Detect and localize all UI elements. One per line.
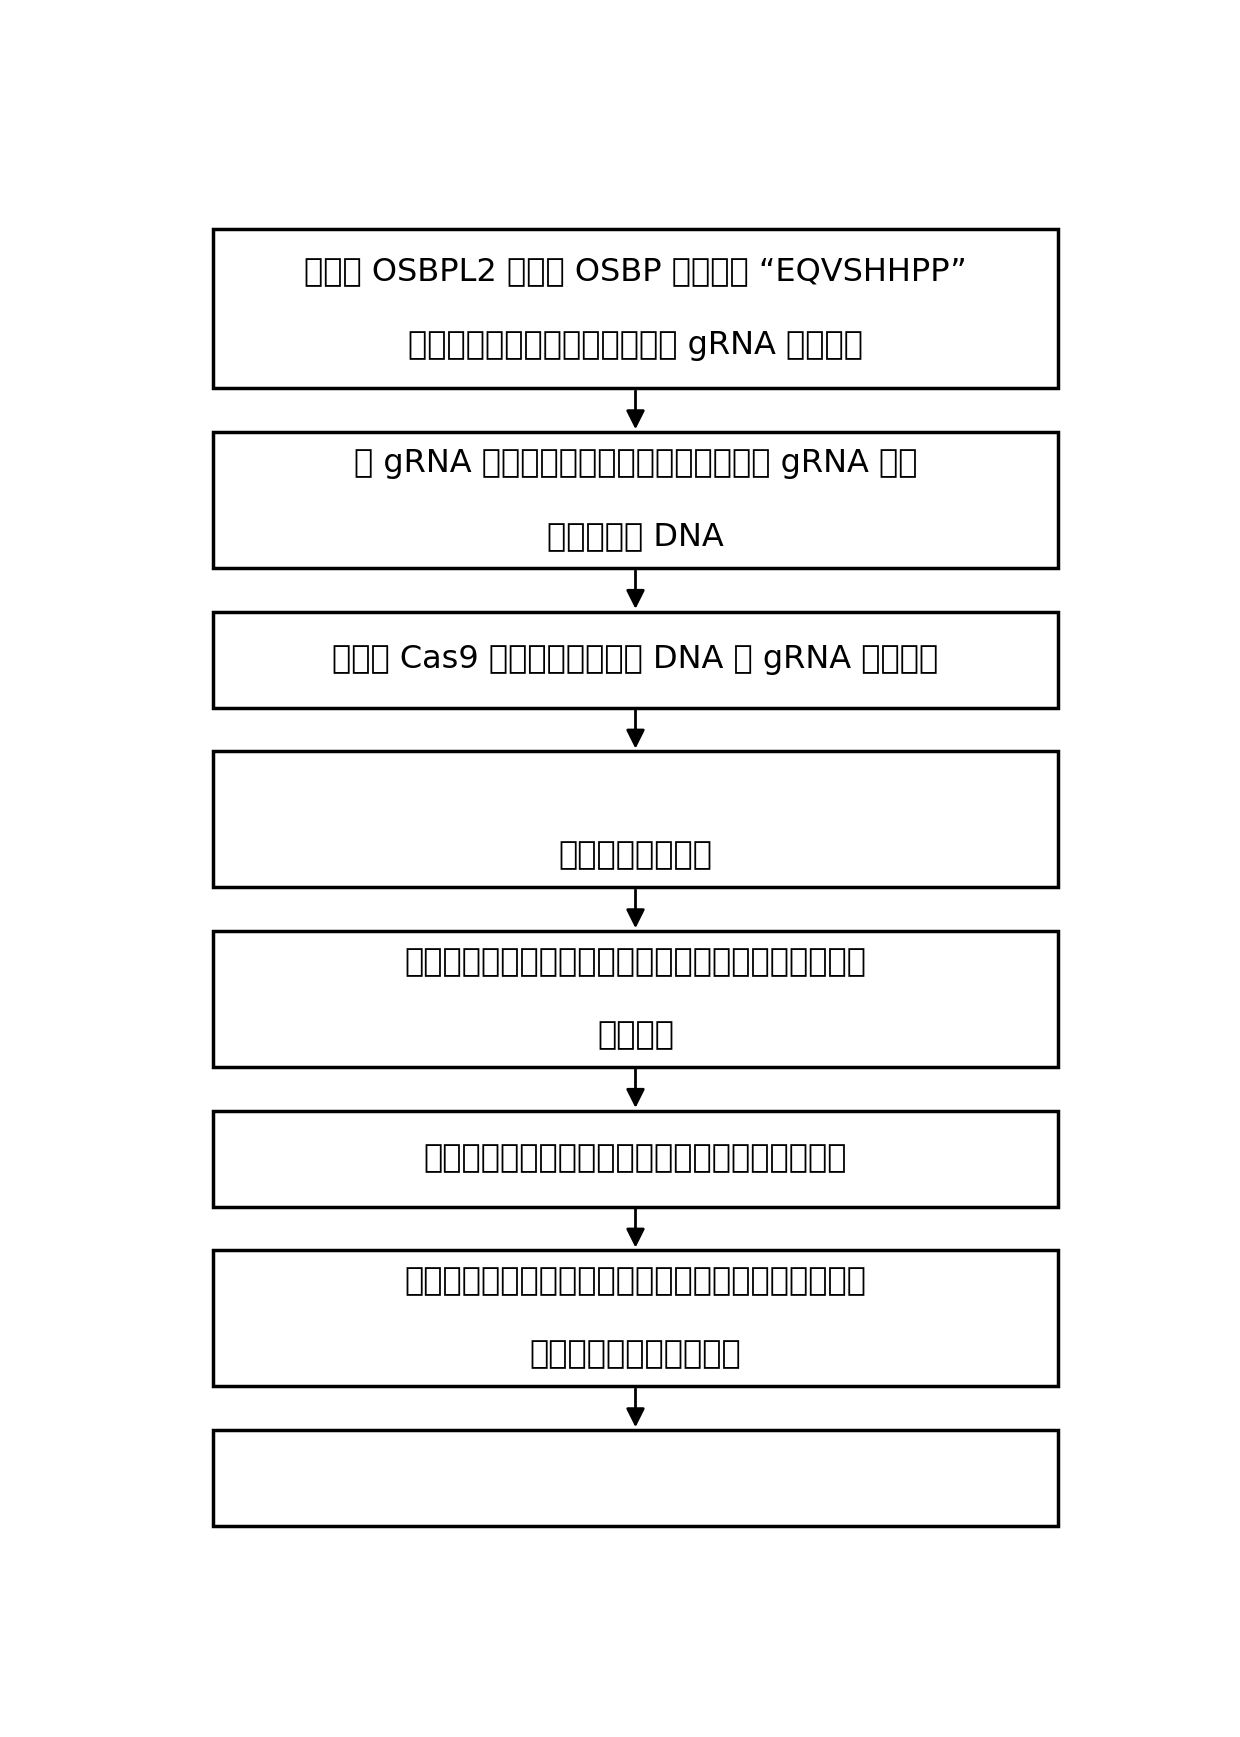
Text: 对重构卵进行细胞融合和激活，获得激活的重构卵: 对重构卵进行细胞融合和激活，获得激活的重构卵: [424, 1143, 847, 1174]
Bar: [213, 1110, 1058, 1207]
Bar: [213, 1430, 1058, 1525]
Text: 成重构卵: 成重构卵: [596, 1020, 675, 1051]
Text: 将激活的重构卵在体外培养至囊胚阶段，再将获得的囊: 将激活的重构卵在体外培养至囊胚阶段，再将获得的囊: [404, 1266, 867, 1298]
Bar: [213, 433, 1058, 568]
Text: 序列的双链 DNA: 序列的双链 DNA: [547, 521, 724, 552]
Text: 对 gRNA 识别序列及其互补序列构建含有该 gRNA 识别: 对 gRNA 识别序列及其互补序列构建含有该 gRNA 识别: [353, 448, 918, 479]
Bar: [213, 1251, 1058, 1386]
Bar: [213, 752, 1058, 888]
Bar: [213, 229, 1058, 387]
Text: 构建含 Cas9 骨架以及上述双链 DNA 的 gRNA 表达载体: 构建含 Cas9 骨架以及上述双链 DNA 的 gRNA 表达载体: [332, 644, 939, 676]
Text: 编码序列及其上游部分序列设计 gRNA 识别序列: 编码序列及其上游部分序列设计 gRNA 识别序列: [408, 330, 863, 361]
Text: 胚移植到代孕猪的子宫内: 胚移植到代孕猪的子宫内: [529, 1339, 742, 1370]
Text: 针对猪 OSBPL2 基因的 OSBP 指纹基序 “EQVSHHPP”: 针对猪 OSBPL2 基因的 OSBP 指纹基序 “EQVSHHPP”: [304, 255, 967, 287]
Text: 除的阳性克隆细胞: 除的阳性克隆细胞: [558, 841, 713, 872]
Bar: [213, 931, 1058, 1067]
Text: 将阳性克隆细胞注入母猪去核卵母细胞的卵周隙中，形: 将阳性克隆细胞注入母猪去核卵母细胞的卵周隙中，形: [404, 947, 867, 978]
Bar: [213, 611, 1058, 707]
